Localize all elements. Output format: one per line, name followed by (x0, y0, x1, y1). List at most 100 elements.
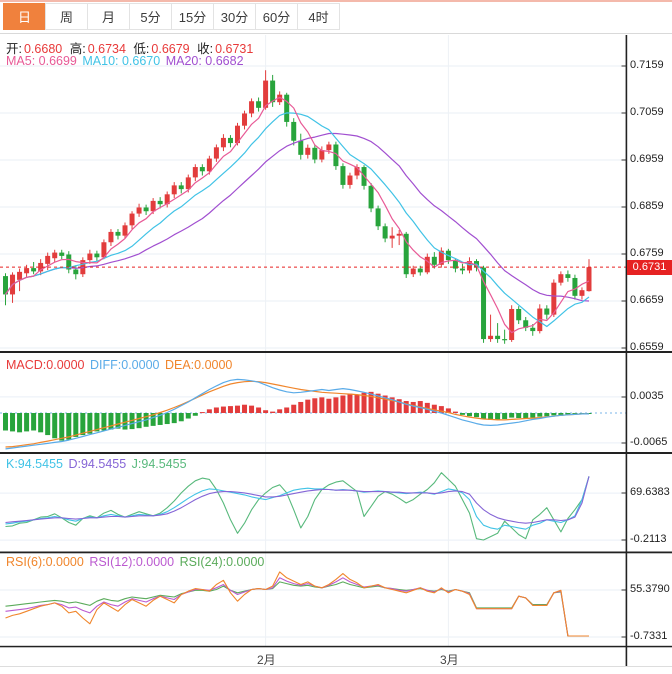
macd-histogram-bar (66, 413, 72, 440)
candle-body (220, 137, 226, 148)
macd-histogram-bar (410, 401, 416, 413)
macd-histogram-bar (368, 391, 374, 413)
candle-body (502, 339, 508, 341)
macd-histogram-bar (537, 413, 543, 417)
macd-histogram-bar (263, 410, 269, 413)
rsi12-line (5, 577, 589, 637)
candle-body (319, 150, 325, 160)
price-axis-label: 0.6759 (630, 247, 664, 259)
kdj-readout: K:94.5455 D:94.5455 J:94.5455 (6, 457, 189, 471)
candle-body (143, 207, 149, 212)
candle-body (73, 269, 79, 275)
candle-body (410, 268, 416, 275)
candle-body (396, 233, 402, 236)
rsi6-value: RSI(6):0.0000 (6, 555, 84, 569)
candle-body (488, 335, 494, 340)
macd-value: MACD:0.0000 (6, 358, 85, 372)
diff-line (5, 378, 589, 450)
macd-histogram-bar (481, 413, 487, 419)
candle-body (544, 308, 550, 315)
period-tabs: 日周月 5分 15分 30分 60分 4时 (3, 3, 340, 30)
tab-5min[interactable]: 5分 (129, 3, 172, 30)
candle-body (417, 268, 423, 273)
rsi24-value: RSI(24):0.0000 (179, 555, 265, 569)
macd-histogram-bar (488, 413, 494, 420)
x-axis-month-february: 2月 (257, 653, 276, 667)
macd-histogram-bar (38, 413, 44, 433)
macd-histogram-bar (45, 413, 51, 436)
macd-histogram-bar (108, 413, 114, 430)
tab-week[interactable]: 周 (45, 3, 88, 30)
rsi6-line (5, 571, 589, 637)
candle-body (38, 262, 44, 272)
candle-body (431, 256, 437, 265)
ma5-line (5, 96, 590, 334)
candle-body (108, 231, 114, 243)
rsi-xaxis-separator (0, 645, 672, 648)
macd-histogram-bar (431, 404, 437, 413)
candle-body (234, 125, 240, 144)
tab-30min[interactable]: 30分 (213, 3, 256, 30)
low-label: 低: (133, 42, 150, 56)
rsi-axis-label: -0.7331 (630, 630, 668, 642)
candle-body (171, 185, 177, 195)
macd-axis-label: 0.0035 (630, 390, 664, 402)
rsi-readout: RSI(6):0.0000 RSI(12):0.0000 RSI(24):0.0… (6, 555, 266, 569)
macd-axis-label: -0.0065 (630, 436, 668, 448)
macd-histogram-bar (333, 397, 339, 413)
close-value: 0.6731 (215, 42, 254, 56)
candle-body (333, 144, 339, 167)
tab-60min[interactable]: 60分 (255, 3, 298, 30)
macd-histogram-bar (474, 413, 480, 418)
macd-histogram-bar (24, 413, 30, 432)
candle-body (31, 268, 37, 272)
x-axis-month-march: 3月 (440, 653, 459, 667)
candle-body (45, 255, 51, 264)
candle-body (495, 335, 501, 340)
candle-body (340, 166, 346, 185)
macd-histogram-bar (544, 413, 550, 417)
macd-histogram-bar (509, 413, 515, 418)
tab-day[interactable]: 日 (3, 3, 46, 30)
candle-body (66, 254, 72, 270)
macd-histogram-bar (389, 397, 395, 413)
macd-histogram-bar (234, 405, 240, 413)
macd-histogram-bar (459, 413, 465, 415)
rsi24-line (5, 581, 589, 637)
ma-readout: MA5: 0.6699 MA10: 0.6670 MA20: 0.6682 (6, 54, 246, 68)
candle-body (572, 277, 578, 296)
macd-histogram-bar (157, 413, 163, 425)
tab-month[interactable]: 月 (87, 3, 130, 30)
price-axis-label: 0.6559 (630, 341, 664, 353)
candle-body (284, 94, 290, 122)
candle-body (438, 250, 444, 265)
macd-histogram-bar (227, 406, 233, 413)
macd-histogram-bar (312, 398, 318, 413)
candle-body (52, 252, 58, 259)
price-axis-label: 0.6659 (630, 294, 664, 306)
macd-readout: MACD:0.0000 DIFF:0.0000 DEA:0.0000 (6, 358, 234, 372)
kdj-rsi-separator (0, 551, 672, 554)
candle-body (87, 253, 93, 261)
candle-body (24, 268, 30, 274)
candle-body (129, 213, 135, 226)
tab-4hour[interactable]: 4时 (297, 3, 340, 30)
macd-histogram-bar (326, 398, 332, 413)
candle-body (178, 185, 184, 190)
macd-histogram-bar (249, 405, 255, 413)
macd-histogram-bar (382, 395, 388, 413)
candle-body (101, 242, 107, 258)
macd-histogram-bar (94, 413, 100, 432)
candle-body (157, 200, 163, 205)
macd-histogram-bar (551, 413, 557, 416)
macd-histogram-bar (52, 413, 58, 439)
candle-body (481, 267, 487, 340)
ma20-value: MA20: 0.6682 (165, 54, 244, 68)
macd-histogram-bar (277, 409, 283, 413)
tab-15min[interactable]: 15分 (171, 3, 214, 30)
price-axis-line (625, 35, 628, 667)
macd-histogram-bar (122, 413, 128, 430)
macd-histogram-bar (375, 393, 381, 413)
candle-body (3, 276, 8, 295)
